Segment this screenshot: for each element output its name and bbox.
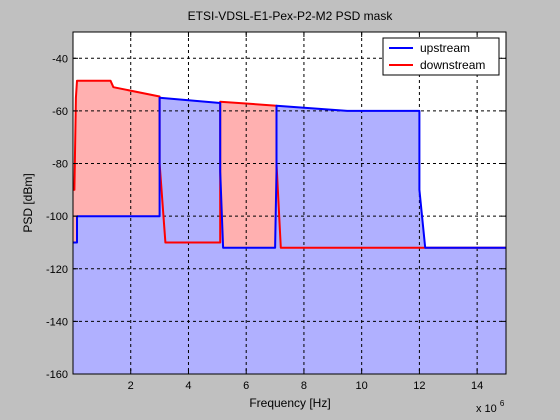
series-line-upstream bbox=[73, 96, 506, 249]
y-tick-label: -120 bbox=[46, 264, 68, 276]
x-axis-title: Frequency [Hz] bbox=[249, 396, 330, 410]
y-axis-title: PSD [dBm] bbox=[21, 173, 35, 232]
x-tick-label: 14 bbox=[471, 380, 483, 392]
y-tick-label: -140 bbox=[46, 316, 68, 328]
y-tick-label: -160 bbox=[46, 369, 68, 381]
x-tick-label: 2 bbox=[128, 380, 134, 392]
legend: upstream downstream bbox=[382, 37, 500, 76]
x-axis-ticks: 2 4 6 8 10 12 14 bbox=[128, 32, 483, 392]
area-fills bbox=[73, 80, 506, 375]
x-multiplier-base: x 10 bbox=[476, 403, 497, 415]
x-multiplier-exponent: 6 bbox=[500, 399, 505, 408]
y-axis-ticks: -160 -140 -120 -100 -80 -60 -40 bbox=[46, 53, 506, 381]
y-tick-label: -40 bbox=[52, 53, 68, 65]
series-lines bbox=[73, 79, 506, 249]
legend-label-downstream: downstream bbox=[420, 58, 485, 72]
area-fill-upstream bbox=[73, 97, 506, 375]
legend-box bbox=[382, 37, 500, 76]
plot-frame bbox=[72, 31, 507, 375]
x-tick-label: 4 bbox=[185, 380, 191, 392]
x-tick-label: 12 bbox=[413, 380, 425, 392]
y-tick-label: -60 bbox=[52, 106, 68, 118]
x-tick-label: 8 bbox=[301, 380, 307, 392]
x-tick-label: 6 bbox=[243, 380, 249, 392]
x-tick-label: 10 bbox=[356, 380, 368, 392]
y-tick-label: -80 bbox=[52, 159, 68, 171]
chart-title: ETSI-VDSL-E1-Pex-P2-M2 PSD mask bbox=[188, 9, 394, 23]
legend-label-upstream: upstream bbox=[420, 41, 470, 55]
y-tick-label: -100 bbox=[46, 211, 68, 223]
x-axis-multiplier: x 10 6 bbox=[476, 399, 505, 415]
